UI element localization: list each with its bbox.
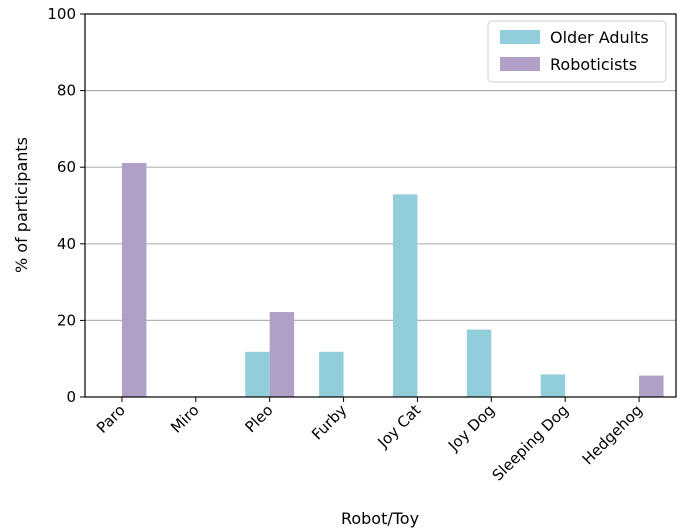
x-tick-label-paro: Paro	[93, 401, 129, 437]
x-axis-ticks: Paro Miro Pleo Furby Joy Cat Joy DogSleeping …	[93, 397, 646, 484]
legend: Older Adults Roboticists	[487, 20, 667, 83]
x-tick-label-pleo: Pleo	[241, 401, 276, 436]
y-tick-label-100: 100	[47, 5, 76, 23]
bar-roboticists-pleo	[269, 311, 295, 397]
x-tick-label-furby: Furby	[308, 401, 350, 443]
bar-older-adults-sleeping-dog	[540, 374, 566, 397]
bar-roboticists-hedgehog	[639, 375, 664, 397]
x-axis-label: Robot/Toy	[341, 509, 419, 528]
x-tick-label-hedgehog: Hedgehog	[579, 401, 646, 468]
y-tick-label-0: 0	[66, 388, 76, 406]
y-axis-ticks: 0 20 40 60 80 100	[47, 5, 85, 406]
bar-older-adults-furby	[319, 351, 344, 397]
y-tick-label-60: 60	[57, 158, 76, 176]
y-tick-label-80: 80	[57, 82, 76, 100]
legend-swatch-older-adults	[500, 30, 540, 44]
gridlines	[85, 89, 676, 321]
y-tick-label-40: 40	[57, 235, 76, 253]
x-tick-label-joy-cat: Joy Cat	[373, 401, 424, 452]
bar-roboticists-paro	[121, 162, 147, 397]
bar-older-adults-joy-cat	[392, 194, 418, 397]
legend-label-roboticists: Roboticists	[550, 55, 637, 74]
bar-older-adults-joy-dog	[466, 329, 492, 397]
plot-frame	[84, 13, 677, 398]
y-axis-label: % of participants	[12, 137, 31, 273]
legend-label-older-adults: Older Adults	[550, 28, 649, 47]
bars	[121, 162, 664, 397]
legend-swatch-roboticists	[500, 57, 540, 71]
y-tick-label-20: 20	[57, 311, 76, 329]
x-tick-label-joy-dog: Joy Dog	[444, 401, 498, 455]
x-tick-label-sleeping-dog: Sleeping Dog	[489, 401, 572, 484]
x-tick-label-miro: Miro	[167, 401, 202, 436]
bar-older-adults-pleo	[245, 351, 270, 397]
